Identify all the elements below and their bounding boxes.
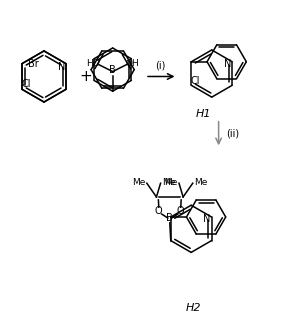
Text: +: +	[80, 69, 93, 84]
Text: B: B	[109, 64, 116, 74]
Text: O: O	[177, 206, 185, 216]
Text: N: N	[58, 62, 65, 72]
Text: N: N	[203, 214, 211, 224]
Text: Me: Me	[164, 178, 178, 187]
Text: (i): (i)	[156, 61, 166, 71]
Text: (ii): (ii)	[226, 128, 240, 138]
Text: B: B	[166, 213, 173, 223]
Text: Me: Me	[162, 178, 175, 187]
Text: O: O	[155, 206, 163, 216]
Text: OH: OH	[126, 59, 139, 68]
Text: Me: Me	[194, 178, 207, 187]
Text: Cl: Cl	[21, 79, 31, 89]
Text: H1: H1	[196, 109, 212, 119]
Text: HO: HO	[86, 59, 100, 68]
Text: Cl: Cl	[191, 76, 200, 86]
Text: Br: Br	[28, 59, 39, 69]
Text: H2: H2	[185, 302, 201, 313]
Text: N: N	[224, 59, 231, 69]
Text: Me: Me	[132, 178, 146, 187]
